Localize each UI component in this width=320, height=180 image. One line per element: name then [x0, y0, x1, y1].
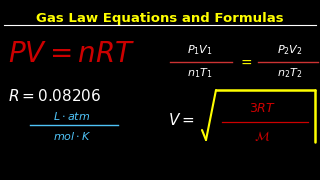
Text: $V =$: $V =$ [168, 112, 195, 128]
Text: $=$: $=$ [237, 55, 252, 69]
Text: Gas Law Equations and Formulas: Gas Law Equations and Formulas [36, 12, 284, 25]
Text: $P_1V_1$: $P_1V_1$ [187, 43, 213, 57]
Text: $PV = nRT$: $PV = nRT$ [8, 42, 135, 69]
Text: $R = 0.08206$: $R = 0.08206$ [8, 88, 101, 104]
Text: $n_1T_1$: $n_1T_1$ [187, 66, 213, 80]
Text: $mol \cdot K$: $mol \cdot K$ [53, 130, 91, 142]
Text: $P_2V_2$: $P_2V_2$ [277, 43, 303, 57]
Text: $3RT$: $3RT$ [249, 102, 275, 114]
Text: $\mathcal{M}$: $\mathcal{M}$ [254, 129, 270, 143]
Text: $L \cdot atm$: $L \cdot atm$ [53, 110, 91, 122]
Text: $n_2T_2$: $n_2T_2$ [277, 66, 303, 80]
